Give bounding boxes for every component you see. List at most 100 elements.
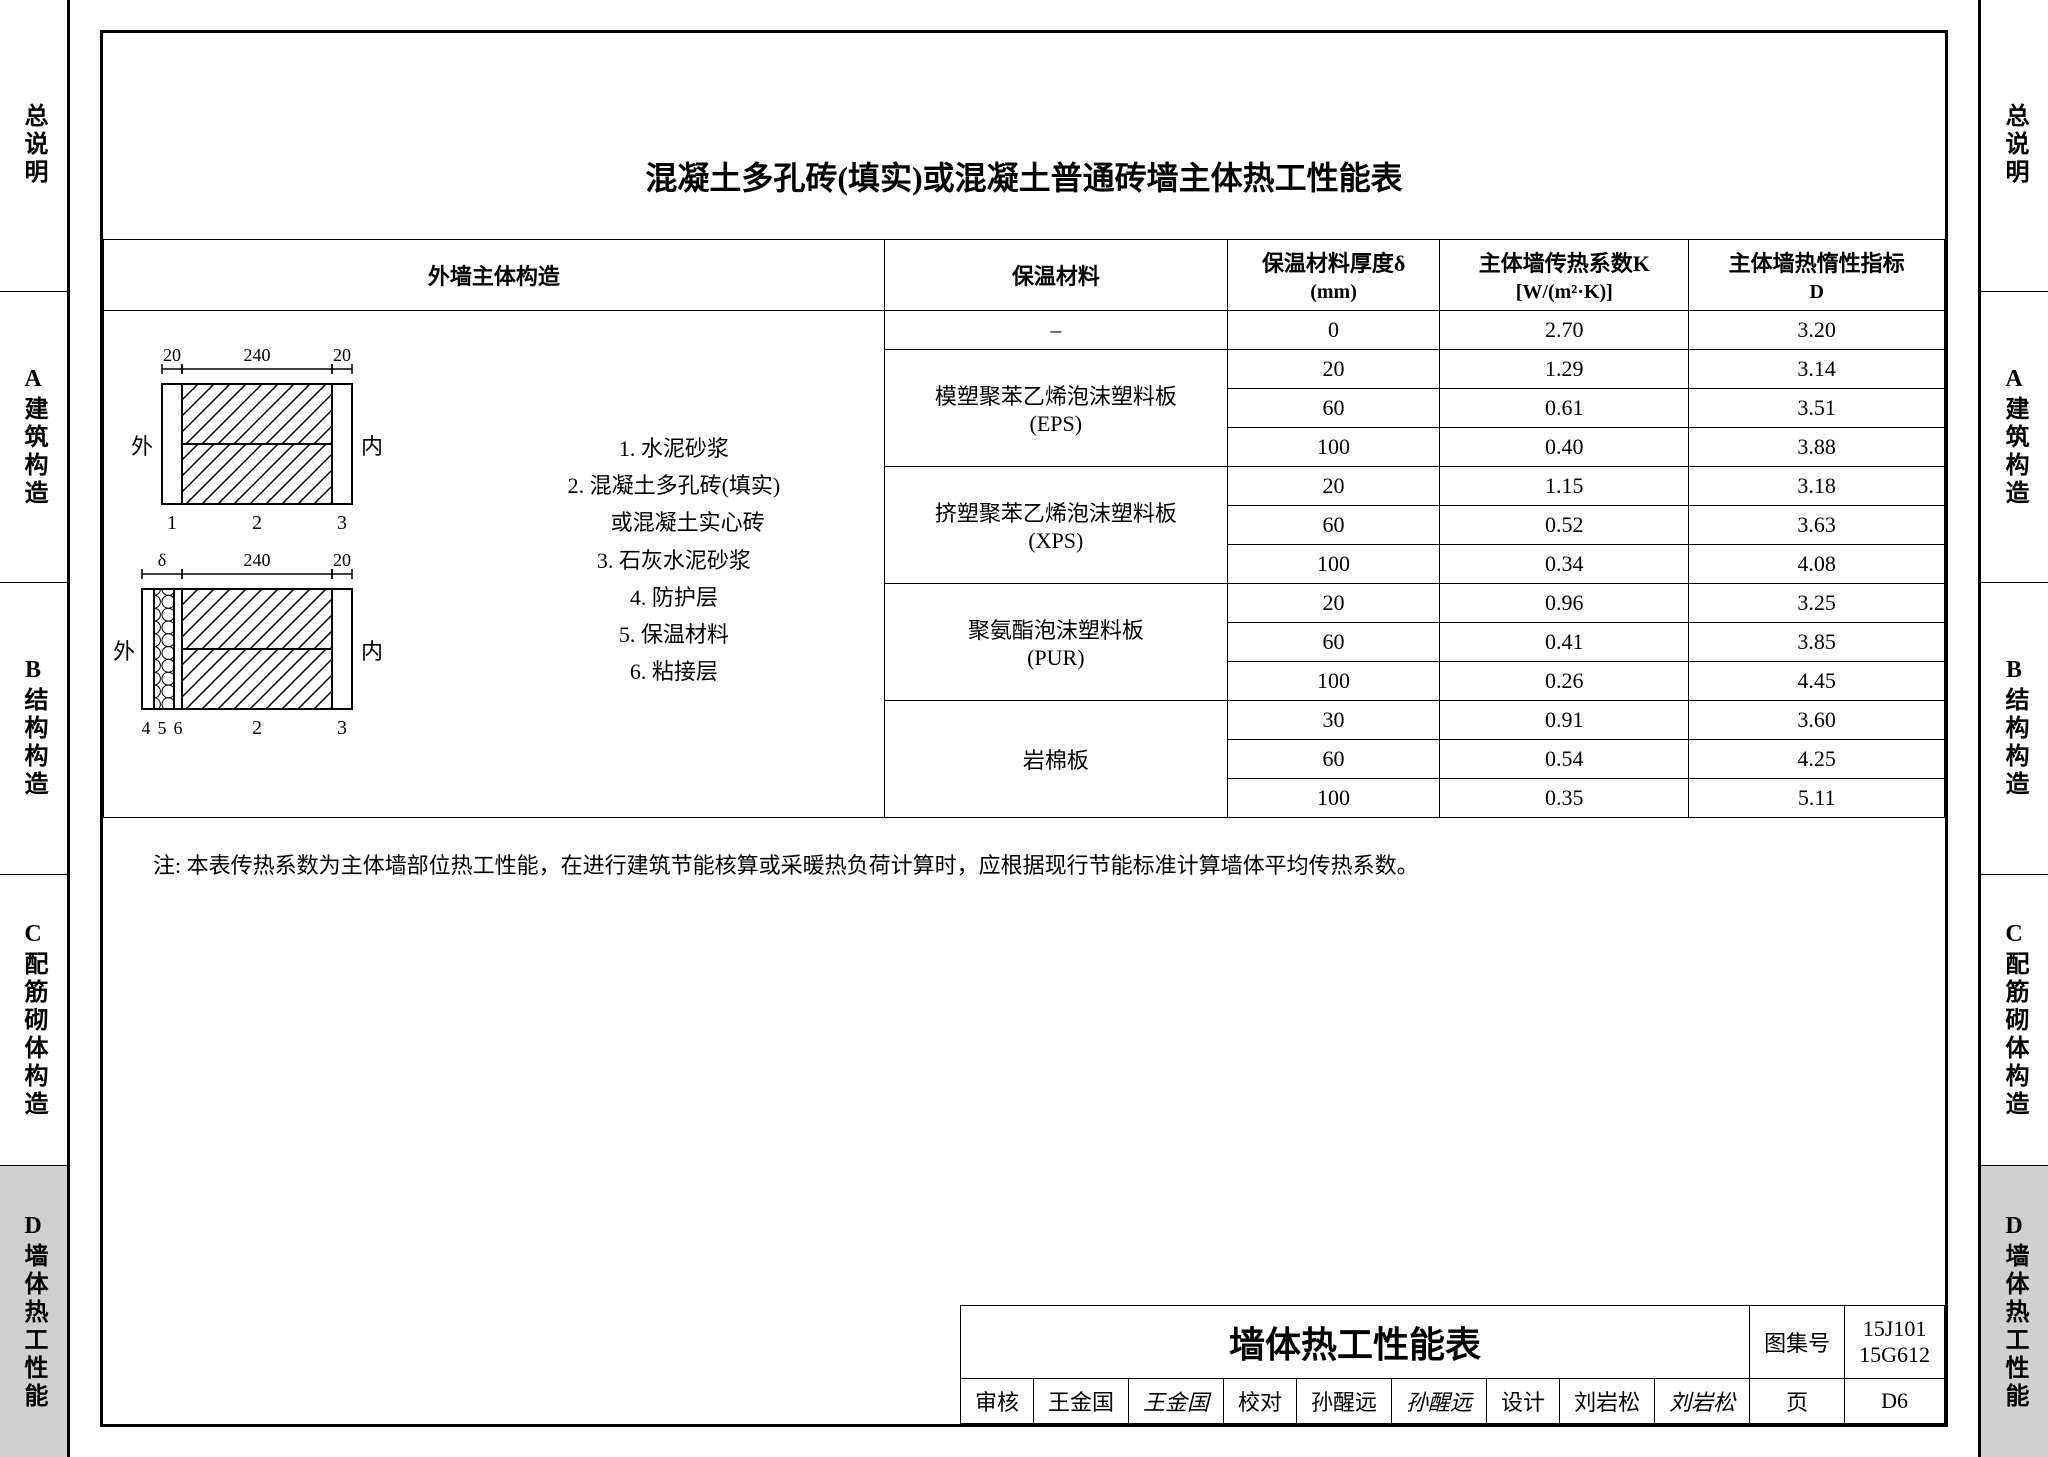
value-cell: 0.34 — [1440, 545, 1689, 584]
main-content: 混凝土多孔砖(填实)或混凝土普通砖墙主体热工性能表 外墙主体构造 保温材料 保温… — [70, 0, 1978, 1457]
design-name: 刘岩松 — [1560, 1379, 1655, 1424]
sidebar-tab[interactable]: 总说明 — [0, 0, 67, 292]
value-cell: 60 — [1227, 506, 1439, 545]
sidebar-tab[interactable]: B结构构造 — [1981, 583, 2048, 875]
header-construction: 外墙主体构造 — [104, 240, 885, 311]
legend-item: 1. 水泥砂浆 — [472, 431, 876, 466]
check-signature: 孙醒远 — [1392, 1379, 1487, 1424]
svg-text:2: 2 — [252, 717, 262, 739]
value-cell: 3.25 — [1689, 584, 1945, 623]
value-cell: 3.14 — [1689, 350, 1945, 389]
check-name: 孙醒远 — [1297, 1379, 1392, 1424]
value-cell: 3.18 — [1689, 467, 1945, 506]
drawing-title: 墙体热工性能表 — [960, 1306, 1749, 1379]
svg-text:内: 内 — [361, 639, 383, 664]
atlas-label: 图集号 — [1750, 1306, 1845, 1379]
value-cell: 60 — [1227, 623, 1439, 662]
legend-item: 或混凝土实心砖 — [472, 505, 876, 540]
audit-name: 王金国 — [1033, 1379, 1128, 1424]
value-cell: 0.61 — [1440, 389, 1689, 428]
material-cell: 聚氨酯泡沫塑料板(PUR) — [884, 584, 1227, 701]
wall-section-diagram: 20 240 20 外 内 1 2 3 δ 240 — [112, 349, 432, 779]
value-cell: 100 — [1227, 545, 1439, 584]
sidebar-tab[interactable]: B结构构造 — [0, 583, 67, 875]
legend-item: 4. 防护层 — [472, 580, 876, 615]
svg-text:3: 3 — [337, 512, 347, 534]
sidebar-tab[interactable]: 总说明 — [1981, 0, 2048, 292]
value-cell: 4.45 — [1689, 662, 1945, 701]
svg-text:240: 240 — [244, 349, 271, 365]
value-cell: 4.25 — [1689, 740, 1945, 779]
value-cell: 3.85 — [1689, 623, 1945, 662]
value-cell: 20 — [1227, 467, 1439, 506]
svg-text:外: 外 — [131, 434, 153, 459]
value-cell: 20 — [1227, 350, 1439, 389]
header-material: 保温材料 — [884, 240, 1227, 311]
svg-text:5: 5 — [158, 718, 167, 738]
value-cell: 3.88 — [1689, 428, 1945, 467]
legend-item: 3. 石灰水泥砂浆 — [472, 543, 876, 578]
value-cell: 100 — [1227, 428, 1439, 467]
page-title: 混凝土多孔砖(填实)或混凝土普通砖墙主体热工性能表 — [103, 33, 1945, 239]
value-cell: 0.91 — [1440, 701, 1689, 740]
value-cell: 60 — [1227, 389, 1439, 428]
audit-signature: 王金国 — [1128, 1379, 1223, 1424]
value-cell: 3.51 — [1689, 389, 1945, 428]
legend-list: 1. 水泥砂浆2. 混凝土多孔砖(填实) 或混凝土实心砖3. 石灰水泥砂浆4. … — [472, 349, 876, 691]
value-cell: 60 — [1227, 740, 1439, 779]
sidebar-tab[interactable]: D墙体热工性能 — [0, 1166, 67, 1457]
thermal-performance-table: 外墙主体构造 保温材料 保温材料厚度δ (mm) 主体墙传热系数K [W/(m²… — [103, 239, 1945, 818]
value-cell: 3.20 — [1689, 311, 1945, 350]
right-sidebar: 总说明A建筑构造B结构构造C配筋砌体构造D墙体热工性能 — [1978, 0, 2048, 1457]
value-cell: 5.11 — [1689, 779, 1945, 818]
sidebar-tab[interactable]: A建筑构造 — [0, 292, 67, 584]
value-cell: 1.29 — [1440, 350, 1689, 389]
legend-item: 6. 粘接层 — [472, 654, 876, 689]
value-cell: 0.41 — [1440, 623, 1689, 662]
svg-text:1: 1 — [167, 512, 177, 534]
header-thickness: 保温材料厚度δ (mm) — [1227, 240, 1439, 311]
value-cell: 30 — [1227, 701, 1439, 740]
sidebar-tab[interactable]: C配筋砌体构造 — [0, 875, 67, 1167]
svg-text:δ: δ — [158, 550, 166, 570]
value-cell: 0.35 — [1440, 779, 1689, 818]
value-cell: 0.54 — [1440, 740, 1689, 779]
value-cell: 2.70 — [1440, 311, 1689, 350]
material-cell: 模塑聚苯乙烯泡沫塑料板(EPS) — [884, 350, 1227, 467]
value-cell: 1.15 — [1440, 467, 1689, 506]
title-block: 墙体热工性能表 图集号 15J101 15G612 审核 王金国 王金国 校对 … — [960, 1305, 1945, 1424]
svg-text:20: 20 — [333, 550, 351, 570]
footnote: 注: 本表传热系数为主体墙部位热工性能，在进行建筑节能核算或采暖热负荷计算时，应… — [103, 818, 1945, 910]
page-number: D6 — [1845, 1379, 1945, 1424]
value-cell: 0.96 — [1440, 584, 1689, 623]
svg-text:2: 2 — [252, 512, 262, 534]
check-label: 校对 — [1224, 1379, 1297, 1424]
material-cell: – — [884, 311, 1227, 350]
svg-text:20: 20 — [163, 349, 181, 365]
value-cell: 20 — [1227, 584, 1439, 623]
value-cell: 100 — [1227, 662, 1439, 701]
value-cell: 100 — [1227, 779, 1439, 818]
svg-text:240: 240 — [244, 550, 271, 570]
header-k: 主体墙传热系数K [W/(m²·K)] — [1440, 240, 1689, 311]
value-cell: 0.26 — [1440, 662, 1689, 701]
material-cell: 挤塑聚苯乙烯泡沫塑料板(XPS) — [884, 467, 1227, 584]
sidebar-tab[interactable]: D墙体热工性能 — [1981, 1166, 2048, 1457]
svg-text:4: 4 — [142, 718, 151, 738]
material-cell: 岩棉板 — [884, 701, 1227, 818]
construction-diagram-cell: 20 240 20 外 内 1 2 3 δ 240 — [104, 311, 885, 818]
sidebar-tab[interactable]: C配筋砌体构造 — [1981, 875, 2048, 1167]
page-label: 页 — [1750, 1379, 1845, 1424]
svg-text:6: 6 — [174, 718, 183, 738]
svg-text:内: 内 — [361, 434, 383, 459]
atlas-number: 15J101 15G612 — [1845, 1306, 1945, 1379]
design-label: 设计 — [1487, 1379, 1560, 1424]
value-cell: 0 — [1227, 311, 1439, 350]
header-d: 主体墙热惰性指标 D — [1689, 240, 1945, 311]
value-cell: 0.40 — [1440, 428, 1689, 467]
design-signature: 刘岩松 — [1655, 1379, 1750, 1424]
value-cell: 0.52 — [1440, 506, 1689, 545]
left-sidebar: 总说明A建筑构造B结构构造C配筋砌体构造D墙体热工性能 — [0, 0, 70, 1457]
sidebar-tab[interactable]: A建筑构造 — [1981, 292, 2048, 584]
legend-item: 5. 保温材料 — [472, 617, 876, 652]
